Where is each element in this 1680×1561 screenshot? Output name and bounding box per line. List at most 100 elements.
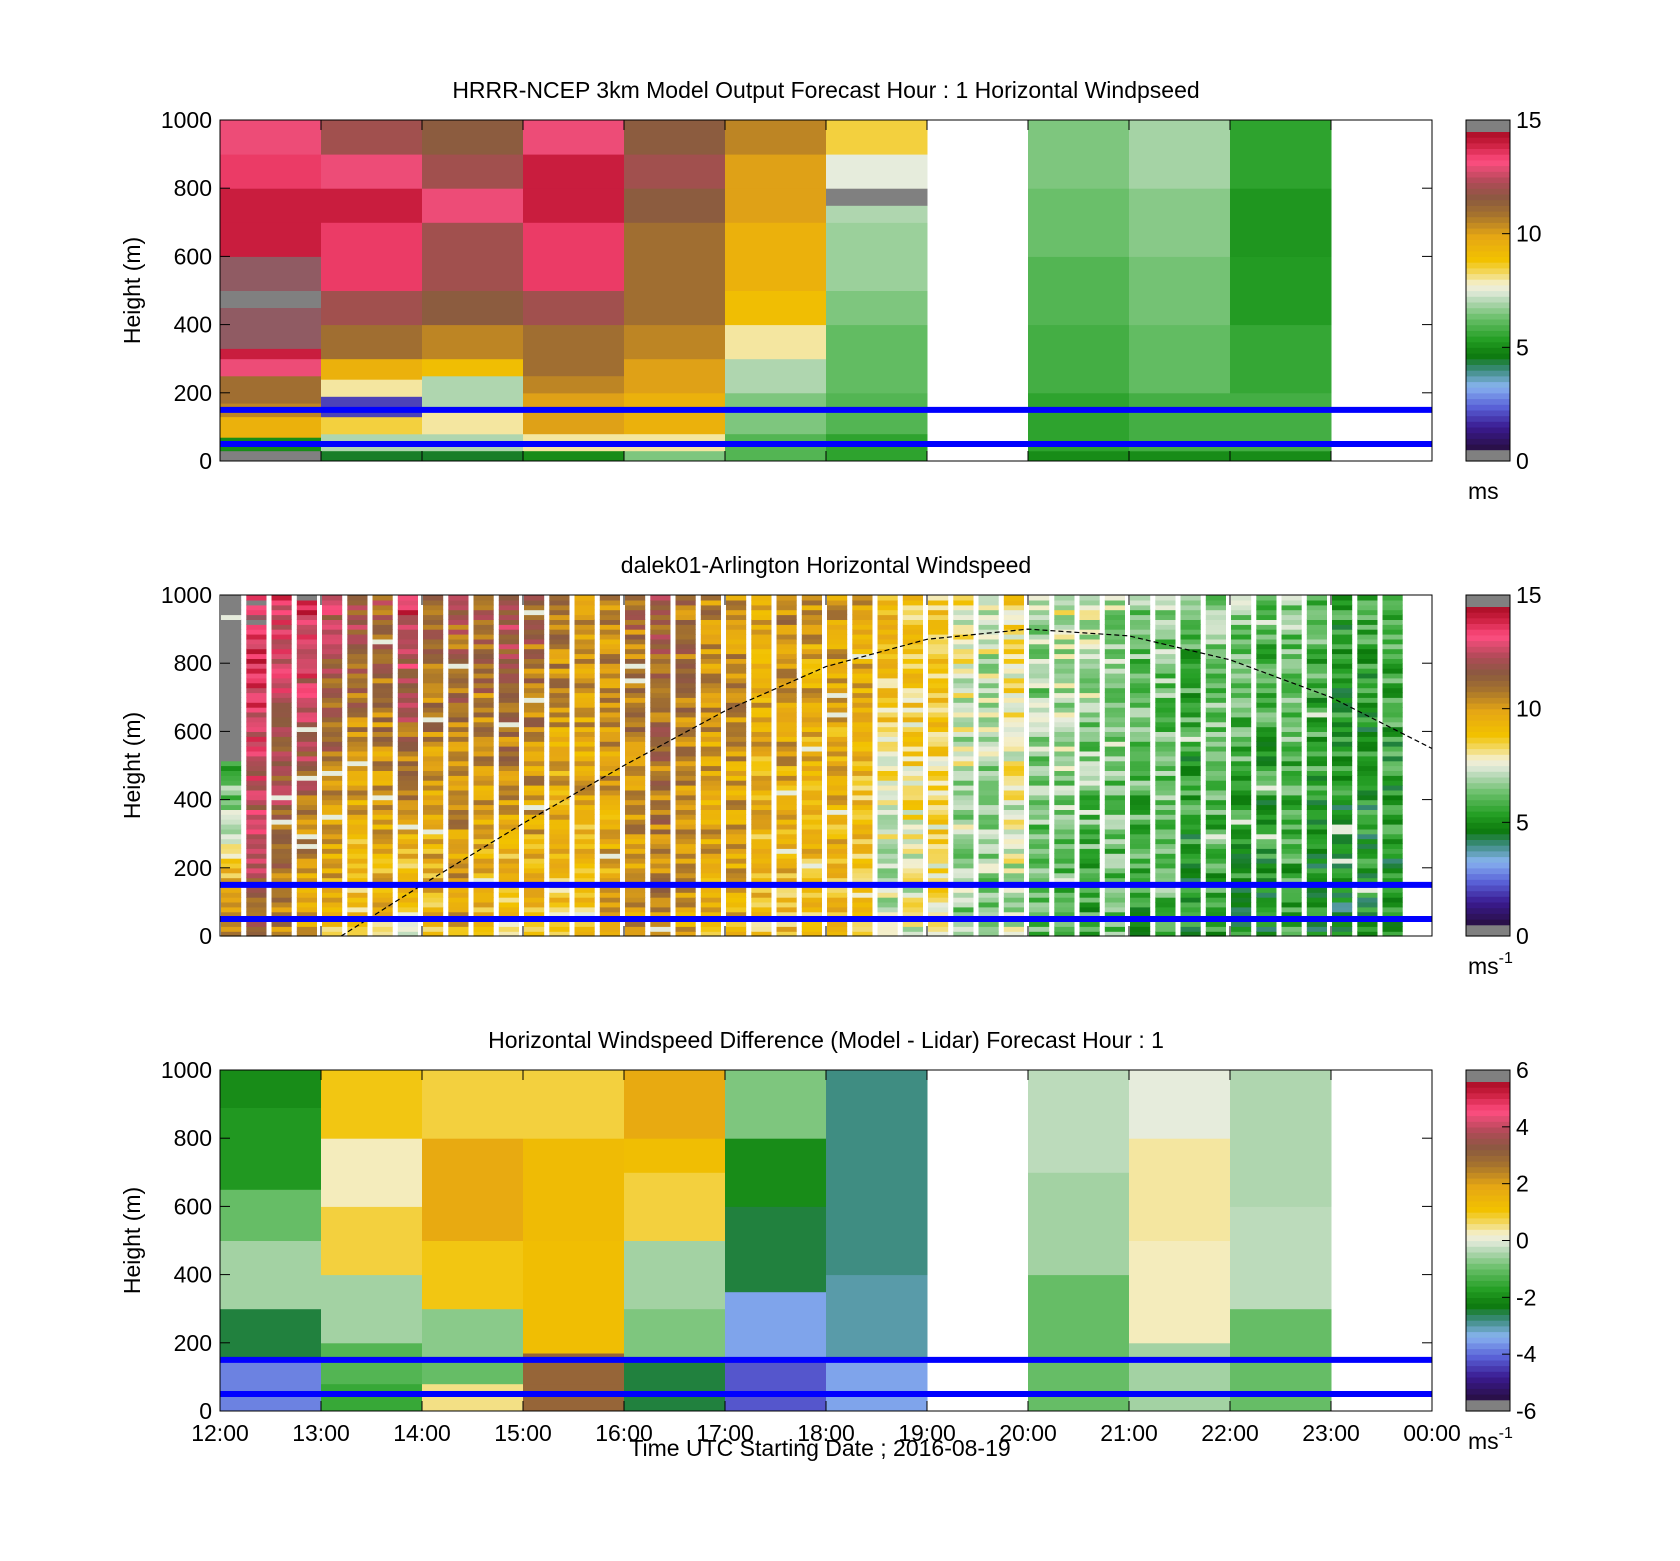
heatmap-cell — [322, 624, 343, 630]
heatmap-cell — [422, 1383, 524, 1412]
heatmap-cell — [650, 624, 671, 630]
heatmap-cell — [827, 629, 848, 635]
heatmap-cell — [1180, 595, 1201, 601]
heatmap-cell — [1130, 668, 1151, 674]
heatmap-cell — [246, 750, 267, 757]
heatmap-cell — [220, 1107, 322, 1190]
heatmap-cell — [397, 643, 418, 650]
heatmap-cell — [801, 877, 822, 883]
heatmap-cell — [1306, 663, 1327, 669]
heatmap-cell — [1028, 1172, 1130, 1276]
heatmap-cell — [650, 897, 671, 903]
heatmap-cell — [397, 848, 418, 854]
heatmap-cell — [1029, 789, 1050, 796]
heatmap-cell — [221, 833, 242, 840]
colorbar-swatch — [1466, 290, 1510, 297]
heatmap-cell — [423, 828, 444, 835]
heatmap-cell — [372, 648, 393, 655]
heatmap-cell — [827, 702, 848, 708]
heatmap-cell — [726, 672, 747, 679]
heatmap-cell — [953, 838, 974, 845]
heatmap-cell — [625, 775, 646, 781]
heatmap-cell — [801, 604, 822, 611]
heatmap-cell — [221, 707, 242, 713]
heatmap-cell — [1155, 668, 1176, 674]
heatmap-cell — [1104, 799, 1125, 806]
heatmap-cell — [372, 663, 393, 669]
heatmap-cell — [221, 682, 242, 689]
heatmap-cell — [675, 770, 696, 776]
heatmap-cell — [271, 770, 292, 776]
heatmap-cell — [1155, 931, 1176, 937]
heatmap-cell — [1281, 687, 1302, 694]
heatmap-cell — [347, 824, 368, 830]
heatmap-cell — [877, 609, 898, 616]
heatmap-cell — [624, 1172, 726, 1241]
heatmap-cell — [675, 746, 696, 752]
heatmap-cell — [726, 677, 747, 684]
heatmap-cell — [372, 843, 393, 849]
heatmap-cell — [776, 716, 797, 723]
heatmap-cell — [625, 780, 646, 786]
heatmap-cell — [1231, 901, 1252, 908]
heatmap-cell — [1129, 1342, 1231, 1412]
heatmap-cell — [928, 887, 949, 893]
heatmap-cell — [953, 833, 974, 840]
colorbar-swatch — [1466, 1098, 1510, 1105]
heatmap-cell — [347, 697, 368, 703]
heatmap-cell — [827, 799, 848, 806]
heatmap-cell — [524, 799, 545, 806]
heatmap-cell — [675, 638, 696, 645]
heatmap-cell — [1205, 682, 1226, 689]
heatmap-cell — [1231, 833, 1252, 840]
heatmap-cell — [625, 716, 646, 723]
heatmap-cell — [473, 867, 494, 874]
heatmap-cell — [1079, 770, 1100, 776]
heatmap-cell — [902, 653, 923, 659]
heatmap-cell — [246, 682, 267, 689]
heatmap-cell — [1003, 653, 1024, 659]
heatmap-cell — [902, 804, 923, 810]
heatmap-cell — [1332, 707, 1353, 713]
heatmap-cell — [700, 750, 721, 757]
heatmap-cell — [574, 750, 595, 757]
colorbar-tick-label: 0 — [1516, 1228, 1529, 1254]
heatmap-cell — [473, 843, 494, 849]
heatmap-cell — [1357, 775, 1378, 781]
colorbar-swatch — [1466, 245, 1510, 252]
heatmap-cell — [928, 614, 949, 620]
heatmap-cell — [448, 648, 469, 655]
colorbar-swatch — [1466, 307, 1510, 314]
heatmap-cell — [498, 643, 519, 650]
heatmap-cell — [1256, 687, 1277, 694]
heatmap-cell — [524, 901, 545, 908]
heatmap-cell — [1357, 687, 1378, 694]
colorbar-swatch — [1466, 404, 1510, 411]
heatmap-cell — [524, 789, 545, 796]
heatmap-cell — [902, 789, 923, 796]
colorbar-swatch — [1466, 1359, 1510, 1367]
heatmap-cell — [322, 794, 343, 801]
heatmap-cell — [1231, 736, 1252, 742]
heatmap-cell — [397, 858, 418, 864]
heatmap-cell — [700, 711, 721, 718]
heatmap-cell — [574, 838, 595, 845]
heatmap-cell — [397, 780, 418, 786]
heatmap-cell — [1079, 858, 1100, 864]
heatmap-cell — [902, 911, 923, 918]
heatmap-cell — [1054, 828, 1075, 835]
heatmap-cell — [322, 629, 343, 635]
heatmap-cell — [1180, 921, 1201, 927]
heatmap-cell — [1130, 648, 1151, 655]
heatmap-cell — [397, 746, 418, 752]
heatmap-cell — [700, 906, 721, 913]
heatmap-cell — [827, 906, 848, 913]
heatmap-cell — [574, 692, 595, 698]
heatmap-cell — [220, 450, 322, 462]
heatmap-cell — [397, 619, 418, 625]
heatmap-cell — [675, 819, 696, 825]
heatmap-cell — [751, 726, 772, 732]
heatmap-cell — [902, 731, 923, 737]
heatmap-cell — [372, 619, 393, 625]
heatmap-cell — [246, 926, 267, 932]
